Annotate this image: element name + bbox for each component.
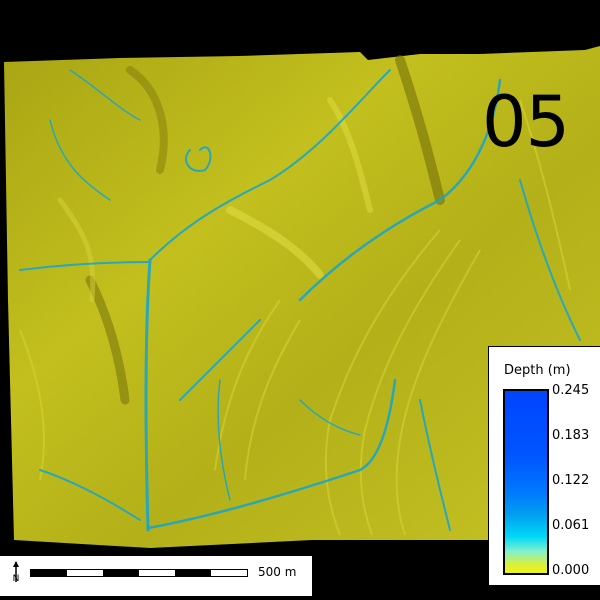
scale-bar-panel: N 500 m xyxy=(0,556,312,596)
terrain-shading xyxy=(57,55,445,405)
legend-tick-label: 0.122 xyxy=(552,473,590,488)
legend-title: Depth (m) xyxy=(504,363,571,378)
svg-text:N: N xyxy=(13,574,20,584)
terrain-contours xyxy=(19,99,571,536)
legend-tick-label: 0.183 xyxy=(552,428,590,443)
scale-bar xyxy=(30,569,248,577)
scale-segment xyxy=(175,570,211,576)
frame-number-label: 05 xyxy=(482,81,570,163)
scale-segment xyxy=(31,570,67,576)
scale-bar-label: 500 m xyxy=(258,565,297,579)
legend-tick-label: 0.245 xyxy=(552,383,590,398)
legend-color-ramp xyxy=(503,389,549,575)
legend-tick-label: 0.061 xyxy=(552,518,590,533)
scale-segment xyxy=(103,570,139,576)
north-arrow-icon: N xyxy=(13,561,20,584)
flow-channels xyxy=(19,69,581,532)
depth-legend: Depth (m) 0.245 0.183 0.122 0.061 0.000 xyxy=(488,346,600,586)
legend-tick-label: 0.000 xyxy=(552,563,590,578)
